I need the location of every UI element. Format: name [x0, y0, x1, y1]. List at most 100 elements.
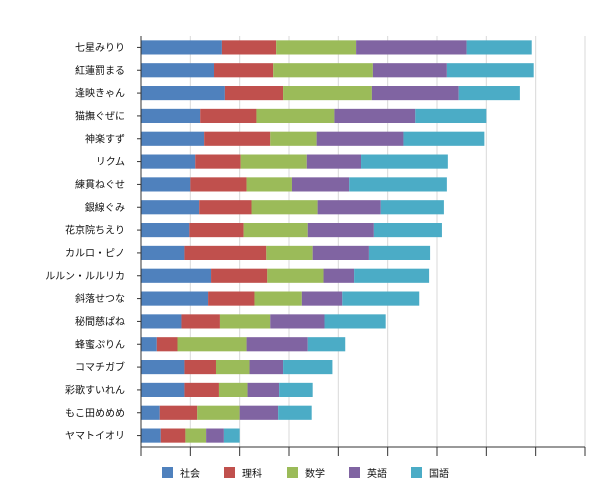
category-label: 猫撫ぐぜに [75, 109, 125, 122]
category-label: 七星みりり [75, 42, 125, 54]
bar-segment [246, 337, 308, 352]
bar-area [141, 40, 534, 443]
legend-swatch [287, 467, 298, 478]
bar-segment [141, 268, 212, 283]
bar-segment [184, 382, 219, 397]
bar-segment [306, 154, 362, 169]
bar-segment [403, 131, 485, 146]
bar-segment [141, 360, 185, 375]
bar-segment [270, 131, 317, 146]
bar-segment [215, 360, 250, 375]
category-label: 銀線ぐみ [85, 201, 125, 214]
bar-segment [239, 405, 279, 420]
bar-segment [224, 86, 284, 101]
bar-segment [204, 131, 271, 146]
bar-segment [141, 131, 205, 146]
legend-item: 理科 [224, 467, 262, 480]
bar-segment [141, 40, 222, 55]
bar-segment [247, 382, 280, 397]
bar-segment [361, 154, 448, 169]
bar-segment [141, 108, 201, 123]
category-label: 蜂蜜ぷりん [75, 338, 125, 351]
bar-segment [184, 360, 216, 375]
bar-segment [458, 86, 520, 101]
bar-segment [256, 108, 335, 123]
category-label: 練貫ねぐせ [75, 178, 125, 191]
bar-segment [219, 314, 271, 329]
bar-segment [141, 382, 185, 397]
bar-segment [270, 314, 325, 329]
bar-segment [246, 177, 292, 192]
bar-segment [323, 268, 355, 283]
bar-segment [266, 245, 313, 260]
legend-swatch [349, 467, 360, 478]
bar-segment [181, 314, 220, 329]
category-label: ヤマトイオリ [65, 430, 125, 442]
legend-item: 数学 [287, 467, 325, 480]
bar-segment [141, 154, 196, 169]
bar-segment [214, 63, 274, 78]
bar-segment [197, 405, 240, 420]
bar-segment [190, 177, 247, 192]
bar-segment [184, 245, 267, 260]
category-label: コマチガブ [75, 361, 125, 374]
bar-segment [312, 245, 369, 260]
legend-label: 国語 [429, 467, 449, 480]
legend-swatch [411, 467, 422, 478]
category-label: 秘間慈ぱね [75, 315, 125, 328]
category-labels: 七星みりり紅蓮罰まる逢映きゃん猫撫ぐぜに神楽すずリクム練貫ねぐせ銀線ぐみ花京院ち… [45, 42, 125, 442]
bar-segment [141, 337, 157, 352]
bar-segment [276, 40, 357, 55]
bar-segment [141, 223, 190, 238]
bar-segment [141, 291, 209, 306]
gridlines [189, 36, 586, 447]
bar-segment [446, 63, 534, 78]
bar-segment [316, 131, 404, 146]
category-label: カルロ・ピノ [65, 247, 125, 259]
category-label: 神楽すず [85, 132, 125, 145]
bar-segment [354, 268, 430, 283]
bar-segment [267, 268, 324, 283]
bar-segment [159, 405, 198, 420]
category-label: 花京院ちえり [65, 224, 125, 237]
bar-segment [415, 108, 487, 123]
legend: 社会 理科 数学 英語 国語 [162, 467, 449, 480]
category-label: 彩歌すいれん [65, 383, 125, 396]
bar-segment [240, 154, 307, 169]
legend-label: 理科 [242, 467, 262, 480]
bar-segment [249, 360, 284, 375]
bar-segment [380, 200, 444, 215]
bar-segment [141, 200, 200, 215]
legend-label: 社会 [180, 467, 200, 480]
legend-swatch [162, 467, 173, 478]
bar-segment [200, 108, 257, 123]
bar-segment [283, 86, 372, 101]
category-label: 紅蓮罰まる [75, 64, 125, 77]
bar-segment [279, 382, 313, 397]
bar-segment [307, 223, 374, 238]
bar-segment [208, 291, 255, 306]
bar-segment [211, 268, 268, 283]
bar-segment [141, 405, 160, 420]
bar-segment [141, 245, 185, 260]
bar-segment [141, 177, 191, 192]
legend-label: 英語 [367, 467, 387, 480]
bar-segment [372, 63, 447, 78]
bar-segment [349, 177, 447, 192]
bar-segment [251, 200, 318, 215]
legend-item: 社会 [162, 467, 200, 480]
axes [137, 36, 586, 456]
bar-segment [189, 223, 244, 238]
category-label: ルルン・ルルリカ [45, 270, 125, 282]
bar-segment [141, 63, 215, 78]
bar-segment [141, 86, 225, 101]
bar-segment [373, 223, 442, 238]
bar-segment [195, 154, 241, 169]
bar-segment [156, 337, 178, 352]
bar-segment [317, 200, 381, 215]
legend-item: 国語 [411, 467, 449, 480]
bar-segment [371, 86, 459, 101]
bar-segment [278, 405, 312, 420]
bar-segment [324, 314, 386, 329]
